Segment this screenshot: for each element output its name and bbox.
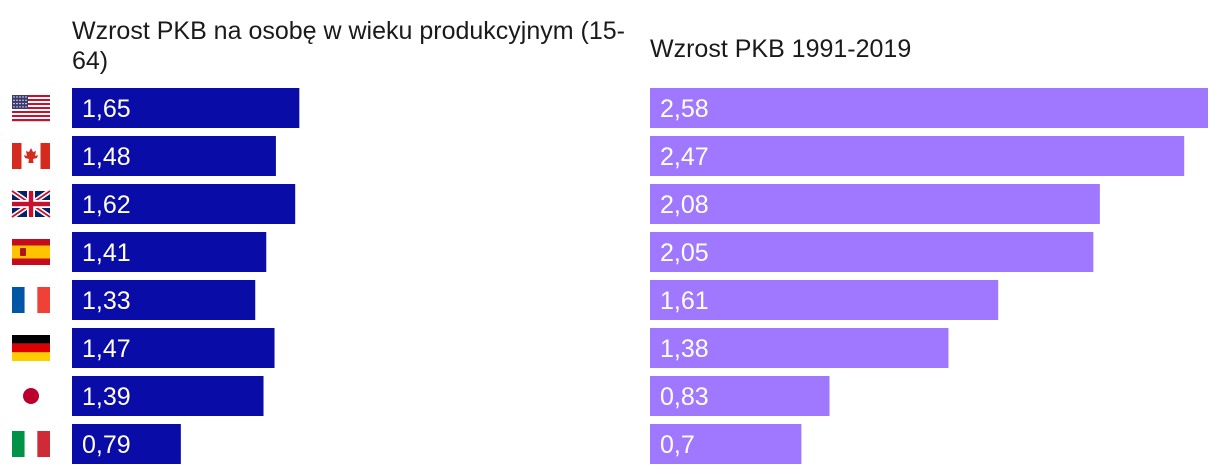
- us-flag-icon: [12, 95, 50, 122]
- bar-right-8: [650, 424, 802, 464]
- bar-right-6: [650, 328, 949, 368]
- bar-left-1: [72, 88, 300, 128]
- bar-value-label: 2,47: [660, 143, 709, 171]
- bar-right-5: [650, 280, 999, 320]
- bar-value-label: 1,39: [82, 383, 131, 411]
- bar-value-label: 1,47: [82, 335, 131, 363]
- bar-right-7: [650, 376, 830, 416]
- bar-left-2: [72, 136, 276, 176]
- bar-value-label: 0,7: [660, 431, 695, 459]
- bar-left-5: [72, 280, 256, 320]
- bar-left-6: [72, 328, 275, 368]
- canada-flag-icon: [12, 143, 50, 169]
- bar-right-1: [650, 88, 1208, 128]
- bar-value-label: 1,48: [82, 143, 131, 171]
- bar-value-label: 1,62: [82, 191, 131, 219]
- japan-flag-icon: [12, 383, 50, 409]
- bar-value-label: 2,05: [660, 239, 709, 267]
- bar-left-7: [72, 376, 264, 416]
- uk-flag-icon: [10, 188, 52, 220]
- bar-value-label: 1,65: [82, 95, 131, 123]
- france-flag-icon: [12, 287, 50, 313]
- germany-flag-icon: [12, 335, 50, 361]
- bar-right-3: [650, 184, 1100, 224]
- bar-value-label: 1,61: [660, 287, 709, 315]
- bar-value-label: 1,33: [82, 287, 131, 315]
- left-panel-title: Wzrost PKB na osobę w wieku produkcyjnym…: [72, 17, 625, 75]
- bar-left-4: [72, 232, 267, 272]
- spain-flag-icon: [12, 239, 50, 265]
- italy-flag-icon: [12, 431, 50, 457]
- right-panel-title: Wzrost PKB 1991-2019: [650, 35, 912, 63]
- bar-value-label: 0,79: [82, 431, 131, 459]
- bar-left-8: [72, 424, 181, 464]
- bar-value-label: 1,38: [660, 335, 709, 363]
- bar-value-label: 2,08: [660, 191, 709, 219]
- bar-value-label: 2,58: [660, 95, 709, 123]
- bar-value-label: 1,41: [82, 239, 131, 267]
- bar-left-3: [72, 184, 296, 224]
- bar-value-label: 0,83: [660, 383, 709, 411]
- bar-right-4: [650, 232, 1094, 272]
- bar-right-2: [650, 136, 1185, 176]
